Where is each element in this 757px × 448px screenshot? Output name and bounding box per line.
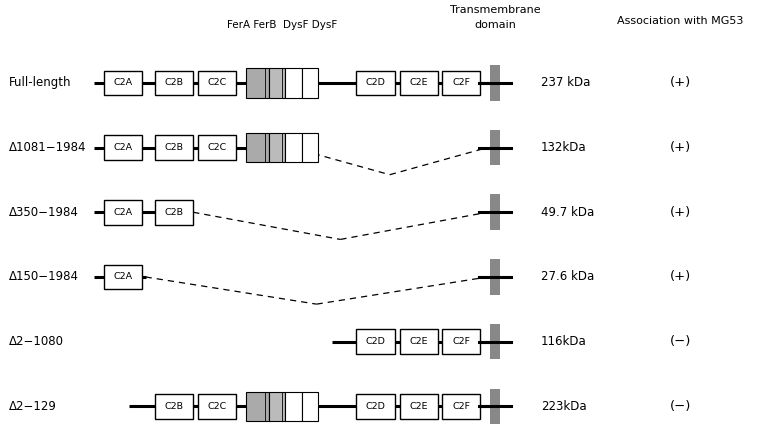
Bar — [285, 392, 301, 421]
Bar — [246, 133, 269, 163]
Bar — [400, 394, 438, 419]
Bar — [357, 394, 394, 419]
Text: 132kDa: 132kDa — [541, 141, 587, 154]
Text: 49.7 kDa: 49.7 kDa — [541, 206, 594, 219]
Text: 237 kDa: 237 kDa — [541, 76, 590, 89]
Bar — [269, 68, 285, 98]
Bar — [490, 65, 500, 101]
Text: C2B: C2B — [164, 402, 184, 411]
Bar — [155, 394, 193, 419]
Text: C2F: C2F — [452, 78, 470, 87]
Bar — [246, 68, 269, 98]
Bar — [104, 200, 142, 224]
Text: (−): (−) — [669, 400, 691, 413]
Text: C2B: C2B — [164, 208, 184, 217]
Text: C2B: C2B — [164, 143, 184, 152]
Text: Δ150−1984: Δ150−1984 — [8, 271, 79, 284]
Bar — [357, 70, 394, 95]
Bar — [490, 259, 500, 295]
Text: C2D: C2D — [366, 402, 385, 411]
Text: C2D: C2D — [366, 78, 385, 87]
Bar — [269, 392, 285, 421]
Text: (+): (+) — [669, 141, 690, 154]
Bar — [269, 133, 285, 163]
Bar — [246, 392, 269, 421]
Text: Δ2−129: Δ2−129 — [8, 400, 57, 413]
Text: Δ2−1080: Δ2−1080 — [8, 335, 64, 348]
Text: C2A: C2A — [114, 272, 132, 281]
Bar — [104, 135, 142, 160]
Text: domain: domain — [474, 20, 516, 30]
Bar — [400, 70, 438, 95]
Bar — [442, 329, 480, 354]
Text: C2C: C2C — [207, 143, 227, 152]
Text: C2B: C2B — [164, 78, 184, 87]
Bar — [490, 324, 500, 359]
Bar — [285, 133, 301, 163]
Text: C2F: C2F — [452, 402, 470, 411]
Text: C2D: C2D — [366, 337, 385, 346]
Text: (+): (+) — [669, 271, 690, 284]
Bar — [490, 130, 500, 165]
Bar — [155, 200, 193, 224]
Text: C2E: C2E — [410, 78, 428, 87]
Text: C2F: C2F — [452, 337, 470, 346]
Bar — [442, 394, 480, 419]
Bar — [301, 133, 318, 163]
Text: Transmembrane: Transmembrane — [450, 5, 540, 15]
Text: Association with MG53: Association with MG53 — [617, 16, 743, 26]
Text: Δ1081−1984: Δ1081−1984 — [8, 141, 86, 154]
Bar — [198, 70, 236, 95]
Text: (+): (+) — [669, 206, 690, 219]
Bar — [155, 135, 193, 160]
Bar — [357, 329, 394, 354]
Text: Full-length: Full-length — [8, 76, 71, 89]
Bar — [285, 68, 301, 98]
Text: (−): (−) — [669, 335, 691, 348]
Text: C2A: C2A — [114, 78, 132, 87]
Text: C2E: C2E — [410, 337, 428, 346]
Bar — [198, 394, 236, 419]
Text: C2C: C2C — [207, 78, 227, 87]
Bar — [104, 70, 142, 95]
Bar — [104, 265, 142, 289]
Bar — [198, 135, 236, 160]
Text: (+): (+) — [669, 76, 690, 89]
Text: C2A: C2A — [114, 143, 132, 152]
Bar — [301, 68, 318, 98]
Text: C2A: C2A — [114, 208, 132, 217]
Bar — [400, 329, 438, 354]
Bar — [442, 70, 480, 95]
Text: C2C: C2C — [207, 402, 227, 411]
Text: 27.6 kDa: 27.6 kDa — [541, 271, 594, 284]
Text: Δ350−1984: Δ350−1984 — [8, 206, 79, 219]
Text: FerA FerB  DysF DysF: FerA FerB DysF DysF — [226, 20, 337, 30]
Text: 116kDa: 116kDa — [541, 335, 587, 348]
Bar — [301, 392, 318, 421]
Text: C2E: C2E — [410, 402, 428, 411]
Bar — [490, 194, 500, 230]
Text: 223kDa: 223kDa — [541, 400, 587, 413]
Bar — [155, 70, 193, 95]
Bar — [490, 388, 500, 424]
